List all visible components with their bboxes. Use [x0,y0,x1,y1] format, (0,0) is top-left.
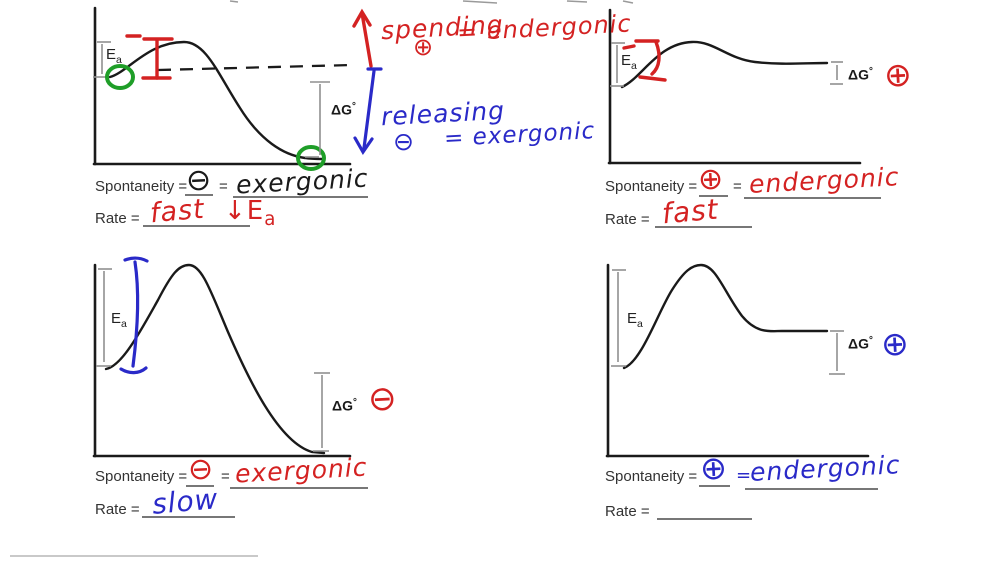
dg-bracket [305,81,330,158]
top-edge-cutoff-marks [229,0,634,4]
center-annotation-arrows [352,8,383,155]
bottom-left-graph [92,256,352,458]
bracket-stem [650,40,661,76]
energy-curve [620,40,829,89]
degree-superscript: ° [868,66,873,77]
energy-curve [108,40,324,161]
answer-blank [143,225,250,227]
top-right-graph [607,8,862,165]
ea-label: Ea [627,310,643,330]
delta-g-label: ΔG° [848,335,873,352]
circled-plus-sign: ⊕ [879,323,911,364]
ea-subscript: a [637,318,643,330]
reactant-level-dashed-line [157,63,353,72]
ea-bracket [93,41,111,78]
equals-sign: = [221,468,230,485]
down-arrow-head [353,136,374,155]
cutoff-stroke [229,0,239,3]
answer-blank [233,196,368,198]
rate-answer: fast [660,192,720,231]
ea-subscript: a [631,60,637,72]
dg-bracket [313,372,330,452]
circled-plus-sign: ⊕ [699,448,729,488]
answer-blank [699,195,728,197]
ea-label: Ea [111,310,127,330]
ea-subscript: a [116,54,122,66]
ea-bracket [610,42,625,87]
rate-label: Rate = [605,211,650,228]
bracket-foot [638,75,667,82]
degree-superscript: ° [351,101,356,112]
low-ea-note: ↓Ea [224,196,277,231]
green-circle-reactant [105,64,135,90]
equals-sign: = [736,465,753,486]
spontaneity-label: Spontaneity = [95,178,188,195]
answer-blank [186,485,214,487]
delta-g-label: ΔG° [848,66,873,83]
equals-sign: = [219,178,228,195]
answer-blank [142,516,235,518]
ea-subscript: a [121,318,127,330]
circled-minus-sign: ⊖ [187,451,216,488]
circled-minus-sign: ⊖ [366,378,399,420]
down-arrow-shaft [362,69,376,150]
red-ea-ibeam-annotation [125,34,174,80]
ea-bracket [611,269,626,367]
delta-g-label: ΔG° [332,397,357,414]
degree-superscript: ° [868,335,873,346]
circled-plus-sign: ⊕ [882,54,914,95]
ibeam-stem [131,260,140,368]
blue-ea-ibeam-annotation [119,256,149,375]
bottom-right-graph [605,263,870,458]
energy-curve [104,263,326,455]
cutoff-stroke [622,0,634,4]
red-dash [622,44,636,50]
dg-bracket [829,330,845,375]
ea-label: Ea [621,52,637,72]
energy-curve [622,263,829,370]
answer-blank [745,488,878,490]
spontaneity-label: Spontaneity = [605,468,698,485]
circled-plus-sign: ⊕ [413,33,435,61]
cutoff-stroke [566,0,588,3]
up-arrow-head [352,8,372,28]
ibeam-top-cap [123,256,149,263]
answer-blank [655,226,752,228]
degree-superscript: ° [352,397,357,408]
spontaneity-label: Spontaneity = [95,468,188,485]
red-ea-bracket-annotation [622,39,667,82]
top-left-graph [92,6,353,171]
spontaneity-label: Spontaneity = [605,178,698,195]
green-circle-product [296,145,326,171]
up-arrow-shaft [360,11,373,68]
circled-plus-sign: ⊕ [697,161,726,198]
rate-answer: fast [148,193,206,230]
answer-blank [699,485,730,487]
equals-sign: = [733,178,742,195]
ea-bracket [96,268,112,367]
answer-blank [744,197,881,199]
answer-blank [185,194,213,196]
ea-label: Ea [106,46,122,66]
dg-bracket [830,61,843,85]
rate-label: Rate = [605,503,650,520]
delta-g-label: ΔG° [331,101,356,118]
rate-label: Rate = [95,501,140,518]
ibeam-bottom-cap [119,366,148,375]
answer-blank [230,487,368,489]
cutoff-stroke [462,0,498,4]
circled-minus-sign: ⊖ [185,162,214,199]
rate-label: Rate = [95,210,140,227]
circled-minus-sign: ⊖ [393,127,415,156]
answer-blank [657,518,752,520]
ea-subscript: a [264,209,277,231]
